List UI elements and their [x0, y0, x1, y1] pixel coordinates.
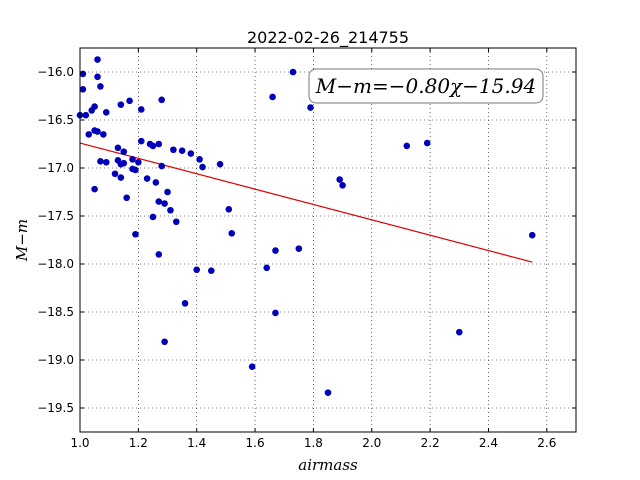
x-tick-label: 1.2 — [129, 436, 148, 450]
data-point — [149, 142, 157, 150]
data-point — [161, 338, 168, 346]
data-point — [91, 185, 98, 193]
data-point — [152, 179, 160, 186]
data-point — [91, 103, 98, 110]
x-tick-label: 1.0 — [70, 436, 89, 450]
fit-equation: M−m=−0.80χ−15.94 — [315, 74, 536, 98]
y-tick-label: −17.0 — [37, 161, 74, 175]
annotation-frame — [308, 68, 544, 104]
data-point — [120, 148, 128, 155]
data-point — [137, 106, 145, 113]
data-point — [132, 230, 139, 238]
data-point — [289, 68, 297, 76]
data-point — [455, 328, 463, 336]
data-point — [269, 93, 276, 101]
plot-frame — [79, 47, 577, 433]
y-ticks: −16.0 −16.5 −17.0 −17.5 −18.0 −18.5 −19.0 −19.5 — [37, 65, 576, 415]
y-tick-label: −18.0 — [37, 257, 74, 271]
y-tick-label: −19.5 — [37, 401, 74, 415]
data-point — [170, 146, 177, 154]
data-point — [199, 163, 206, 171]
x-tick-label: 1.4 — [187, 436, 206, 450]
data-point — [111, 170, 119, 178]
data-point — [120, 159, 128, 167]
y-tick-label: −16.0 — [37, 65, 74, 79]
x-tick-label: 2.0 — [362, 436, 381, 450]
y-tick-label: −17.5 — [37, 209, 74, 223]
data-point — [528, 231, 536, 239]
chart-title: 2022-02-26_214755 — [247, 28, 409, 48]
data-point — [94, 128, 101, 135]
data-point — [114, 144, 122, 152]
data-point — [193, 266, 201, 274]
data-point — [117, 174, 125, 181]
data-points — [76, 56, 536, 396]
data-point — [178, 147, 186, 155]
data-point — [164, 188, 171, 196]
data-point — [423, 139, 431, 147]
y-tick-label: −16.5 — [37, 113, 74, 127]
data-point — [102, 158, 110, 166]
data-point — [167, 206, 174, 214]
data-point — [117, 101, 125, 108]
fit-layer — [79, 142, 533, 263]
data-point — [97, 83, 104, 90]
data-point — [339, 181, 346, 189]
data-point — [216, 160, 224, 168]
x-ticks: 1.0 1.2 1.4 1.6 1.8 2.0 2.2 2.4 2.6 — [70, 48, 556, 450]
data-point — [123, 194, 130, 202]
data-point — [225, 205, 233, 213]
y-tick-label: −19.0 — [37, 353, 74, 367]
data-point — [263, 264, 271, 272]
data-point — [149, 213, 157, 221]
x-axis-label: airmass — [298, 456, 358, 474]
fit-annotation-box: M−m=−0.80χ−15.94 — [308, 68, 544, 104]
data-point — [324, 389, 332, 396]
data-point — [181, 300, 189, 307]
data-point — [100, 131, 107, 138]
x-tick-label: 1.8 — [304, 436, 323, 450]
x-tick-label: 2.6 — [537, 436, 556, 450]
data-point — [172, 218, 180, 226]
data-point — [248, 363, 256, 371]
data-point — [403, 142, 411, 150]
data-point — [207, 267, 215, 275]
data-point — [143, 175, 151, 182]
grid — [79, 48, 576, 432]
data-point — [129, 156, 136, 163]
data-point — [132, 166, 139, 174]
data-point — [336, 176, 343, 183]
data-point — [82, 111, 90, 119]
fit-line — [79, 142, 533, 263]
data-point — [187, 150, 195, 157]
data-point — [135, 158, 142, 166]
y-tick-label: −18.5 — [37, 305, 74, 319]
data-point — [79, 85, 87, 93]
data-point — [228, 229, 236, 237]
x-tick-label: 2.2 — [421, 436, 440, 450]
data-point — [94, 56, 101, 63]
data-point — [102, 109, 110, 116]
data-point — [85, 131, 93, 138]
x-tick-label: 1.6 — [246, 436, 265, 450]
data-point — [295, 245, 303, 252]
data-point — [155, 251, 163, 258]
data-point — [137, 137, 145, 145]
data-point — [97, 157, 104, 165]
data-point — [307, 104, 314, 111]
data-point — [196, 156, 203, 163]
y-axis-label: M−m — [13, 219, 31, 262]
data-point — [126, 97, 133, 105]
data-point — [161, 200, 168, 207]
data-point — [272, 309, 279, 317]
data-point — [158, 162, 165, 170]
x-tick-label: 2.4 — [479, 436, 498, 450]
data-point — [272, 247, 279, 254]
data-point — [155, 198, 163, 205]
data-point — [158, 96, 165, 104]
data-point — [155, 140, 163, 148]
data-point — [94, 73, 101, 81]
